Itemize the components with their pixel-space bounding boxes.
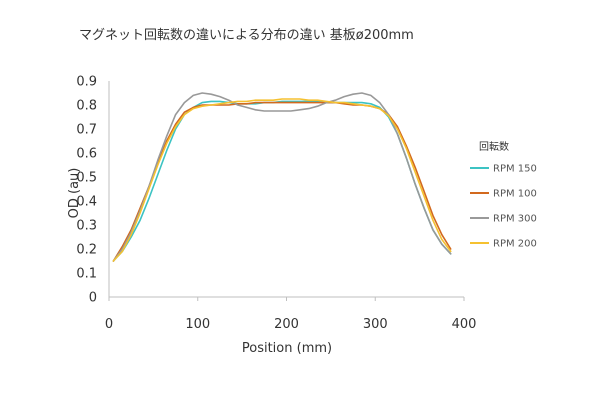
y-tick-label: 0.6 [76, 147, 97, 162]
y-tick-label: 0.1 [76, 267, 97, 282]
chart-title: マグネット回転数の違いによる分布の違い 基板ø200mm [79, 28, 414, 43]
y-tick-label: 0.8 [76, 99, 97, 114]
y-tick-label: 0.7 [76, 123, 97, 138]
legend-label: RPM 100 [493, 189, 537, 200]
x-axis-label: Position (mm) [242, 341, 332, 356]
y-tick-label: 0.4 [76, 195, 97, 210]
x-tick-label: 200 [274, 317, 299, 332]
y-axis-label: OD (au) [67, 168, 82, 219]
series-line-rpm-150 [112, 100, 452, 262]
x-tick-label: 400 [452, 317, 477, 332]
x-tick-labels: 0 100 200 300 400 [105, 297, 477, 332]
series-line-rpm-300 [112, 92, 452, 262]
x-tick-label: 0 [105, 317, 113, 332]
y-tick-label: 0 [89, 291, 97, 306]
y-tick-label: 0.9 [76, 75, 97, 90]
series-line-rpm-200 [112, 98, 452, 262]
x-tick-label: 300 [363, 317, 388, 332]
legend-title: 回転数 [479, 140, 509, 153]
plot-area [108, 81, 464, 298]
y-tick-label: 0.2 [76, 243, 97, 258]
legend-label: RPM 150 [493, 164, 537, 175]
legend-items: RPM 150 RPM 100 RPM 300 RPM 200 [470, 164, 537, 250]
legend: 回転数 RPM 150 RPM 100 RPM 300 RPM 200 [470, 140, 537, 250]
series-line-rpm-100 [112, 101, 452, 262]
y-tick-label: 0.5 [76, 171, 97, 186]
legend-label: RPM 300 [493, 214, 537, 225]
y-tick-labels: 0 0.1 0.2 0.3 0.4 0.5 0.6 0.7 0.8 0.9 [76, 75, 97, 306]
x-tick-label: 100 [185, 317, 210, 332]
legend-label: RPM 200 [493, 239, 537, 250]
y-tick-label: 0.3 [76, 219, 97, 234]
